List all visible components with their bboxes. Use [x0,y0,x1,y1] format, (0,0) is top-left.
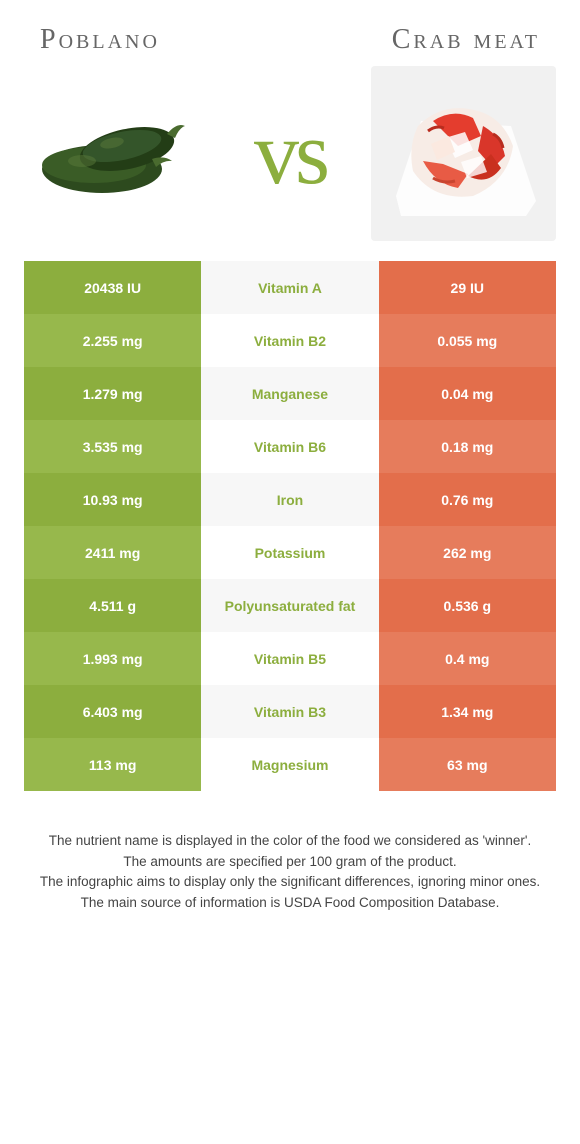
left-value: 3.535 mg [24,420,201,473]
table-row: 10.93 mgIron0.76 mg [24,473,556,526]
note-line: The main source of information is USDA F… [30,893,550,913]
left-value: 113 mg [24,738,201,791]
nutrient-name: Vitamin B6 [201,420,378,473]
left-value: 10.93 mg [24,473,201,526]
left-food-image [24,66,209,241]
poblano-icon [32,99,202,209]
right-value: 63 mg [379,738,556,791]
images-row: vs [0,66,580,261]
left-value: 2411 mg [24,526,201,579]
nutrient-name: Potassium [201,526,378,579]
left-value: 1.993 mg [24,632,201,685]
table-row: 3.535 mgVitamin B60.18 mg [24,420,556,473]
table-row: 2.255 mgVitamin B20.055 mg [24,314,556,367]
nutrient-name: Vitamin B3 [201,685,378,738]
right-value: 262 mg [379,526,556,579]
nutrient-table: 20438 IUVitamin A29 IU2.255 mgVitamin B2… [0,261,580,791]
table-row: 1.993 mgVitamin B50.4 mg [24,632,556,685]
nutrient-name: Iron [201,473,378,526]
nutrient-name: Polyunsaturated fat [201,579,378,632]
footnotes: The nutrient name is displayed in the co… [0,791,580,912]
right-value: 0.76 mg [379,473,556,526]
right-value: 0.055 mg [379,314,556,367]
note-line: The amounts are specified per 100 gram o… [30,852,550,872]
nutrient-name: Vitamin B5 [201,632,378,685]
right-value: 1.34 mg [379,685,556,738]
nutrient-name: Vitamin B2 [201,314,378,367]
left-value: 6.403 mg [24,685,201,738]
left-value: 4.511 g [24,579,201,632]
right-value: 0.04 mg [379,367,556,420]
table-row: 20438 IUVitamin A29 IU [24,261,556,314]
note-line: The infographic aims to display only the… [30,872,550,892]
nutrient-name: Vitamin A [201,261,378,314]
nutrient-name: Manganese [201,367,378,420]
note-line: The nutrient name is displayed in the co… [30,831,550,851]
left-value: 2.255 mg [24,314,201,367]
right-food-image [371,66,556,241]
header: Poblano Crab meat [0,0,580,66]
table-row: 113 mgMagnesium63 mg [24,738,556,791]
right-food-title: Crab meat [392,24,540,56]
left-food-title: Poblano [40,24,160,56]
crab-meat-icon [371,66,556,241]
left-value: 20438 IU [24,261,201,314]
right-value: 29 IU [379,261,556,314]
vs-label: vs [254,102,326,205]
left-value: 1.279 mg [24,367,201,420]
table-row: 1.279 mgManganese0.04 mg [24,367,556,420]
right-value: 0.4 mg [379,632,556,685]
table-row: 2411 mgPotassium262 mg [24,526,556,579]
table-row: 4.511 gPolyunsaturated fat0.536 g [24,579,556,632]
right-value: 0.18 mg [379,420,556,473]
right-value: 0.536 g [379,579,556,632]
nutrient-name: Magnesium [201,738,378,791]
table-row: 6.403 mgVitamin B31.34 mg [24,685,556,738]
